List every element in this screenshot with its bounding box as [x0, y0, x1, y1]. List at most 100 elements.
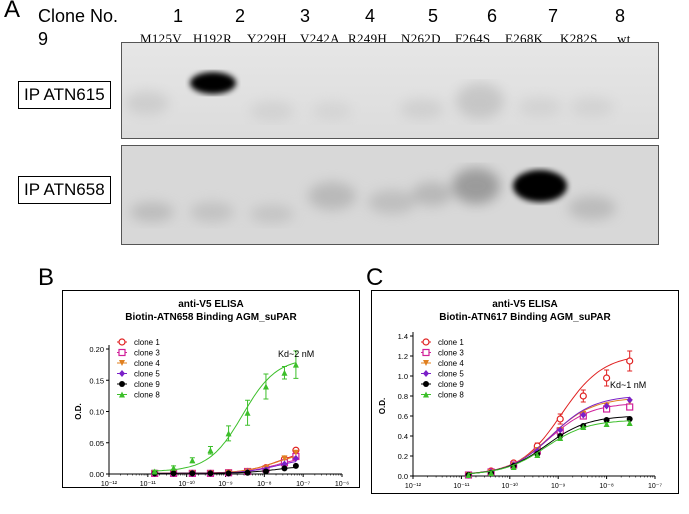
chart-b-point-clone-9: [292, 462, 299, 469]
chart-c-point-clone-1: [603, 374, 611, 382]
chart-b-x-tick-label: 10⁻⁶: [335, 481, 349, 487]
chart-b-point-clone-4: [292, 449, 299, 456]
blot-ip-atn658: [121, 145, 659, 245]
chart-b-legend-label: clone 9: [134, 380, 160, 389]
chart-c-y-label: O.D.: [378, 398, 387, 414]
chart-b-legend-label: clone 1: [134, 338, 160, 347]
chart-b-point-clone-8: [151, 468, 158, 475]
chart-c-point-clone-8: [465, 472, 472, 478]
lane-number-5: 5: [427, 6, 438, 26]
clone-number-9: 9: [38, 29, 49, 49]
chart-b-legend-label: clone 3: [134, 349, 160, 358]
chart-c-x-tick-label: 10⁻¹²: [405, 483, 422, 490]
chart-c-series-clone-3: [464, 403, 634, 479]
blot-ip-atn615-image: [122, 43, 658, 138]
panel-c-letter: C: [366, 264, 384, 291]
chart-c-x-tick-label: 10⁻⁸: [599, 483, 613, 490]
chart-c-legend-marker: [423, 370, 429, 377]
chart-b-y-label: O.D.: [74, 403, 83, 419]
chart-b-point-clone-5: [281, 460, 288, 468]
chart-b-y-tick-label: 0.05: [89, 439, 104, 448]
chart-c-y-tick-label: 1.4: [398, 332, 408, 341]
chart-b: anti-V5 ELISA Biotin-ATN658 Binding AGM_s…: [74, 299, 349, 499]
chart-b-y-tick-label: 0.15: [89, 376, 104, 385]
chart-c-y-tick-label: 0.2: [398, 452, 408, 461]
chart-c-legend-label: clone 5: [438, 370, 464, 379]
chart-c-frame: anti-V5 ELISA Biotin-ATN617 Binding AGM_s…: [371, 290, 679, 501]
chart-b-y-tick-label: 0.10: [89, 408, 104, 417]
chart-c-legend-marker: [423, 381, 429, 387]
chart-b-legend-marker: [119, 391, 125, 398]
chart-c-series-clone-8: [465, 420, 633, 478]
chart-b-frame: anti-V5 ELISA Biotin-ATN658 Binding AGM_s…: [62, 290, 360, 499]
chart-c-legend-label: clone 8: [438, 391, 464, 400]
panel-b-letter: B: [38, 264, 55, 291]
chart-c-legend-marker: [423, 391, 429, 398]
chart-c-point-clone-8: [557, 435, 564, 441]
chart-c-series-clone-1: [464, 350, 634, 479]
chart-b-y-tick-label: 0.20: [89, 345, 104, 354]
chart-c-y-tick-label: 0.6: [398, 412, 408, 421]
lane-number-1: 1: [172, 6, 183, 26]
chart-c-point-clone-8: [510, 464, 517, 470]
chart-c-subtitle: Biotin-ATN617 Binding AGM_suPAR: [439, 312, 611, 323]
lane-number-4: 4: [364, 6, 375, 26]
chart-b-line-clone-8: [154, 362, 297, 472]
chart-b-x-tick-label: 10⁻¹¹: [140, 481, 157, 487]
chart-b-point-clone-9: [170, 470, 177, 477]
chart-c-x-label: [b-ATN617]: [504, 491, 549, 493]
chart-c-y-tick-label: 0.4: [398, 432, 408, 441]
chart-c-point-clone-9: [603, 417, 610, 423]
chart-c-point-clone-8: [534, 452, 541, 458]
chart-b-series-clone-8: [151, 350, 299, 475]
chart-c-point-clone-8: [580, 424, 587, 430]
lane-number-8: 8: [614, 6, 625, 26]
chart-c-x-tick-label: 10⁻⁷: [648, 483, 662, 490]
chart-c-x-tick-label: 10⁻⁹: [551, 483, 565, 490]
chart-b-point-clone-5: [292, 454, 299, 462]
chart-b-point-clone-8: [292, 361, 299, 368]
chart-c-point-clone-8: [626, 420, 633, 426]
chart-c-legend-label: clone 4: [438, 359, 464, 368]
chart-c-y-tick-label: 1.0: [398, 372, 408, 381]
chart-c-point-clone-1: [556, 415, 564, 423]
panel-a-letter: A: [4, 0, 21, 23]
chart-c-y-tick-label: 0.0: [398, 472, 408, 481]
blot-label-ip-atn615: IP ATN615: [18, 81, 111, 109]
chart-b-point-clone-8: [244, 409, 251, 416]
blot-label-ip-atn658: IP ATN658: [18, 176, 111, 204]
chart-c-point-clone-8: [603, 421, 610, 427]
chart-c-x-tick-label: 10⁻¹¹: [453, 483, 470, 490]
chart-c-line-clone-3: [468, 403, 630, 474]
chart-b-legend-marker: [119, 360, 125, 366]
chart-c-point-clone-5: [626, 396, 633, 404]
chart-c-point-clone-1: [579, 392, 587, 400]
chart-c-point-clone-8: [488, 470, 495, 476]
chart-c-point-clone-5: [603, 402, 610, 410]
chart-c-point-clone-1: [626, 357, 634, 365]
chart-b-point-clone-8: [225, 430, 232, 437]
chart-c-legend-marker: [422, 338, 430, 346]
lane-number-2: 2: [234, 6, 245, 26]
chart-b-legend-label: clone 4: [134, 359, 160, 368]
chart-b-point-clone-8: [262, 383, 269, 390]
chart-c-legend-label: clone 1: [438, 338, 464, 347]
chart-b-subtitle: Biotin-ATN658 Binding AGM_suPAR: [125, 312, 297, 323]
chart-b-series-clone-9: [151, 462, 299, 477]
chart-b-legend-marker: [118, 348, 126, 357]
chart-c-title: anti-V5 ELISA: [492, 299, 558, 310]
chart-c-annotation: Kd~1 nM: [610, 380, 646, 390]
chart-b-point-clone-8: [281, 369, 288, 376]
chart-b-legend-marker: [118, 338, 126, 346]
chart-b-y-tick-label: 0.00: [89, 470, 104, 479]
chart-c-point-clone-5: [557, 426, 564, 434]
chart-b-annotation: Kd~2 nM: [278, 349, 314, 359]
chart-b-x-tick-label: 10⁻⁷: [296, 481, 310, 487]
chart-c-x-tick-label: 10⁻¹⁰: [501, 482, 518, 490]
chart-c-point-clone-5: [580, 411, 587, 419]
chart-b-x-tick-label: 10⁻¹²: [101, 481, 118, 487]
chart-b-point-clone-9: [207, 470, 214, 477]
chart-b-point-clone-4: [281, 455, 288, 462]
